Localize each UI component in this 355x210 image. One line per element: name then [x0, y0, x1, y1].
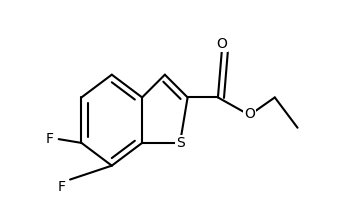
Text: F: F — [46, 132, 54, 146]
Text: O: O — [216, 37, 227, 51]
Text: O: O — [244, 107, 255, 121]
Text: F: F — [57, 180, 65, 194]
Text: S: S — [176, 136, 184, 150]
